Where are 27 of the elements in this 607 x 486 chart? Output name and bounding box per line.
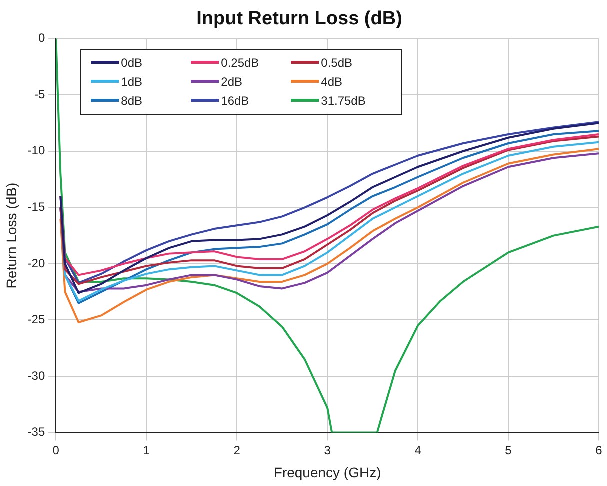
x-tick-label: 4 <box>414 443 422 458</box>
y-tick-label: -30 <box>28 368 46 383</box>
legend-label: 2dB <box>221 74 242 89</box>
legend-label: 16dB <box>221 94 250 108</box>
y-tick-label: 0 <box>38 31 46 46</box>
x-tick-label: 5 <box>505 443 512 458</box>
x-tick-label: 1 <box>143 443 150 458</box>
y-tick-label: -15 <box>28 200 46 214</box>
x-tick-label: 6 <box>596 443 603 458</box>
legend-label: 0.5dB <box>321 56 352 70</box>
y-tick-label: -5 <box>34 87 46 102</box>
y-tick-label: -20 <box>28 256 46 270</box>
y-tick-label: -25 <box>28 312 46 327</box>
legend-label: 8dB <box>121 94 142 108</box>
legend-label: 4dB <box>321 74 342 89</box>
x-tick-label: 3 <box>324 443 332 458</box>
legend-label: 1dB <box>121 74 142 89</box>
chart-title: Input Return Loss (dB) <box>196 8 402 30</box>
y-axis-title: Return Loss (dB) <box>3 182 20 289</box>
legend-label: 31.75dB <box>321 94 366 108</box>
x-axis-title: Frequency (GHz) <box>274 464 382 480</box>
y-tick-label: -10 <box>28 144 46 158</box>
y-tick-label: -35 <box>28 425 46 440</box>
legend-label: 0.25dB <box>221 56 260 70</box>
x-tick-label: 0 <box>52 443 60 458</box>
legend-label: 0dB <box>121 56 142 70</box>
x-tick-label: 2 <box>234 443 241 458</box>
